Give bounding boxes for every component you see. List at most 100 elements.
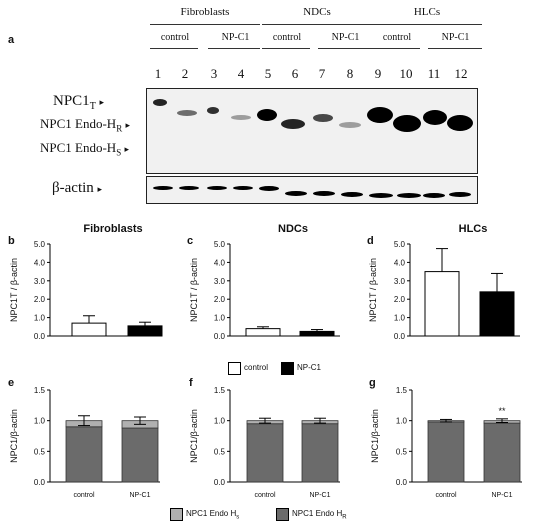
group-divider	[150, 24, 260, 25]
blot-label-endo-hs: NPC1 Endo-HS ▸	[40, 140, 129, 158]
lane-number: 12	[454, 66, 468, 81]
lane-number: 10	[399, 66, 413, 81]
y-tick-label: 1.0	[394, 314, 406, 323]
y-tick-label: 0.0	[396, 478, 408, 487]
panel-letter-d: d	[367, 235, 374, 247]
blot-band	[207, 186, 227, 190]
panel-letter-g: g	[369, 377, 376, 389]
arrow-icon: ▸	[99, 97, 105, 107]
lane-number: 3	[210, 66, 218, 81]
panel-letter-c: c	[187, 235, 193, 247]
panel-letter-f: f	[189, 377, 193, 389]
blot-band	[233, 186, 253, 190]
blot-band	[423, 110, 447, 125]
legend-label-npc1: NP-C1	[297, 363, 322, 372]
sub-divider	[150, 48, 198, 49]
y-tick-label: 1.0	[396, 417, 408, 426]
y-tick-label: 1.0	[214, 417, 226, 426]
bar-segment	[427, 421, 465, 483]
arrow-icon: ▸	[97, 184, 103, 194]
blot-band	[257, 109, 277, 121]
lane-number: 5	[264, 66, 272, 81]
sub-label-control: control	[160, 32, 190, 43]
sub-label-control: control	[382, 32, 412, 43]
blot-label-npc1t: NPC1T ▸	[53, 93, 105, 112]
legend-swatch-endo-hs	[170, 508, 183, 521]
sub-label-npc1: NP-C1	[221, 32, 250, 43]
bar-segment	[301, 423, 339, 483]
blot-band	[179, 186, 199, 190]
lane-number: 9	[374, 66, 382, 81]
blot-band	[367, 107, 393, 123]
y-tick-label: 0.0	[214, 332, 226, 341]
y-tick-label: 0.5	[396, 447, 408, 456]
sub-label-npc1: NP-C1	[331, 32, 360, 43]
y-tick-label: 1.5	[34, 386, 46, 395]
x-tick-label: NP-C1	[309, 492, 330, 499]
group-title-ndcs: NDCs	[303, 6, 331, 18]
blot-band	[207, 107, 219, 114]
y-tick-label: 1.0	[214, 314, 226, 323]
legend-label-endo-hs: NPC1 Endo Hs	[186, 509, 240, 521]
bar	[424, 271, 460, 337]
legend-swatch-endo-hr	[276, 508, 289, 521]
legend-swatch-npc1	[281, 362, 294, 375]
lane-number: 2	[181, 66, 189, 81]
y-tick-label: 0.5	[214, 447, 226, 456]
blot-label-endo-hr: NPC1 Endo-HR ▸	[40, 116, 130, 134]
y-tick-label: 5.0	[214, 240, 226, 249]
blot-label-actin: β-actin ▸	[52, 180, 103, 196]
bar-segment	[246, 423, 284, 483]
y-tick-label: 2.0	[34, 295, 46, 304]
panel-letter-e: e	[8, 377, 14, 389]
y-tick-label: 4.0	[394, 258, 406, 267]
y-tick-label: 3.0	[394, 277, 406, 286]
y-tick-label: 0.5	[34, 447, 46, 456]
y-tick-label: 4.0	[214, 258, 226, 267]
y-tick-label: 1.5	[396, 386, 408, 395]
sub-divider	[428, 48, 482, 49]
blot-band	[259, 186, 279, 191]
x-tick-label: NP-C1	[129, 492, 150, 499]
blot-band	[281, 119, 305, 129]
y-axis-label: NPC1T / β-actin	[368, 258, 378, 322]
group-title-hlcs: HLCs	[413, 6, 441, 18]
significance-annotation: **	[498, 406, 506, 416]
actin-western-blot	[146, 176, 478, 204]
x-tick-label: control	[254, 492, 275, 499]
sub-label-control: control	[272, 32, 302, 43]
blot-band	[393, 115, 421, 132]
lane-number: 1	[154, 66, 162, 81]
panel-letter-b: b	[8, 235, 15, 247]
lane-number: 6	[291, 66, 299, 81]
y-axis-label: NPC1T / β-actin	[9, 258, 19, 322]
bar	[127, 325, 163, 337]
y-axis-label: NPC1/β-actin	[9, 409, 19, 463]
blot-band	[285, 191, 307, 196]
lane-number: 8	[346, 66, 354, 81]
panel-letter-a: a	[8, 34, 15, 46]
y-tick-label: 2.0	[214, 295, 226, 304]
y-tick-label: 0.0	[34, 478, 46, 487]
lane-number: 7	[318, 66, 326, 81]
blot-band	[231, 115, 251, 120]
y-tick-label: 2.0	[394, 295, 406, 304]
lane-number: 4	[237, 66, 245, 81]
x-tick-label: control	[435, 492, 456, 499]
y-axis-label: NPC1/β-actin	[370, 409, 380, 463]
blot-band	[423, 193, 445, 198]
y-tick-label: 3.0	[34, 277, 46, 286]
sub-divider	[262, 48, 310, 49]
bar	[71, 322, 107, 337]
group-title-fibroblasts: Fibroblasts	[180, 6, 230, 18]
bar-segment	[483, 422, 521, 483]
y-tick-label: 5.0	[34, 240, 46, 249]
y-tick-label: 1.0	[34, 417, 46, 426]
group-divider	[372, 24, 482, 25]
blot-band	[153, 99, 167, 106]
blot-band	[447, 115, 473, 131]
blot-band	[369, 193, 393, 198]
bar	[479, 291, 515, 337]
x-tick-label: control	[73, 492, 94, 499]
